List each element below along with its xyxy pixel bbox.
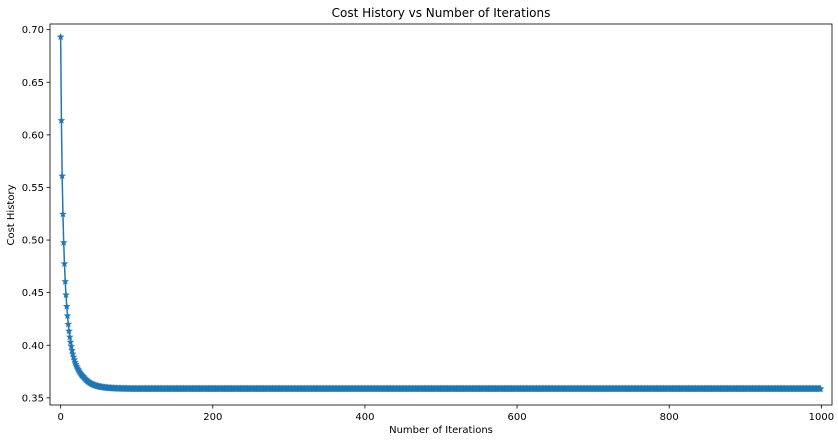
data-point [56,32,65,41]
data-point [59,238,68,246]
y-tick-label: 0.65 [22,78,44,89]
y-tick-label: 0.45 [22,288,44,299]
chart-title: Cost History vs Number of Iterations [332,6,551,20]
series-layer [56,32,825,393]
y-tick-label: 0.35 [22,393,44,404]
x-axis-label: Number of Iterations [389,425,493,436]
x-tick-label: 400 [355,412,374,423]
data-point [62,290,70,299]
plot-frame [49,23,833,406]
data-point [72,362,81,370]
data-point [65,332,74,341]
y-axis: 0.35 0.40 0.45 0.50 0.55 0.60 0.65 0.70 [22,25,50,404]
series-cost [56,32,825,393]
data-point [65,327,73,335]
data-point [57,116,66,124]
x-tick-label: 1000 [809,412,834,423]
data-point [58,172,66,180]
data-point [64,320,73,328]
data-point [61,277,70,285]
x-tick-label: 800 [660,412,679,423]
data-point [59,210,67,218]
series-line [59,36,821,390]
data-point [66,338,75,346]
data-point [67,342,76,350]
data-point [60,259,69,267]
data-point [63,311,72,320]
data-point [70,355,79,363]
x-tick-label: 200 [203,412,222,423]
data-point [69,349,77,358]
y-tick-label: 0.60 [22,130,44,141]
y-tick-label: 0.70 [22,25,44,36]
data-point [62,302,71,310]
x-tick-label: 600 [508,412,527,423]
data-point [816,384,825,393]
x-tick-label: 0 [57,412,63,423]
data-point [68,346,76,354]
y-tick-label: 0.50 [22,236,44,247]
y-tick-label: 0.40 [22,341,44,352]
y-axis-label: Cost History [6,184,17,245]
y-tick-label: 0.55 [22,183,44,194]
data-point [71,358,79,366]
data-point [72,360,80,368]
data-point [69,353,78,361]
x-axis: 0 200 400 600 800 1000 [57,405,834,423]
